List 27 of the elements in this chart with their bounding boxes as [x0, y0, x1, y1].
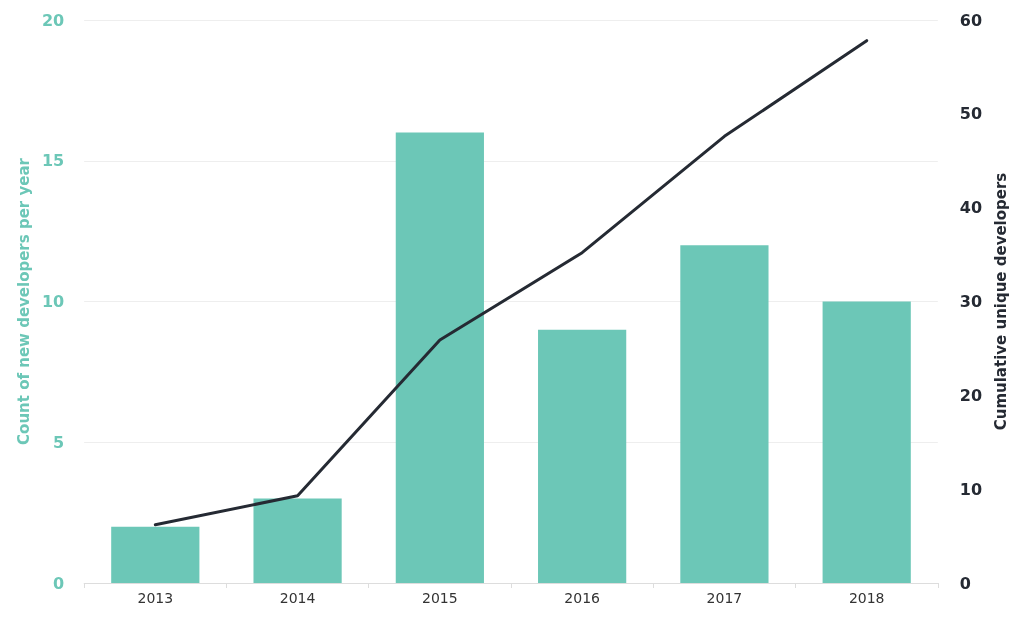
y2-tick-label: 50 — [959, 104, 983, 124]
bar — [680, 245, 769, 583]
x-tick-label: 2017 — [706, 590, 743, 606]
x-tick-label: 2015 — [422, 590, 458, 606]
bar — [538, 329, 627, 583]
bar — [395, 132, 484, 583]
y2-axis-title: Cumulative unique developers — [991, 172, 1010, 431]
y2-tick-label: 0 — [959, 573, 971, 593]
y2-tick-label: 30 — [959, 292, 983, 311]
bar — [253, 498, 342, 583]
y2-tick-label: 60 — [959, 10, 983, 30]
x-tick-label: 2016 — [564, 590, 601, 606]
line-series — [153, 39, 869, 527]
y-tick-label: 15 — [41, 151, 65, 171]
y2-tick-label: 20 — [959, 385, 983, 405]
y2-tick-label: 10 — [959, 479, 983, 499]
x-tick-label: 2014 — [279, 590, 316, 606]
x-tick-label: 2013 — [137, 590, 174, 606]
x-tick-label: 2018 — [848, 590, 885, 606]
y-tick-label: 5 — [53, 432, 65, 452]
bar — [111, 526, 200, 583]
y-tick-label: 0 — [53, 573, 65, 593]
y-tick-label: 10 — [41, 292, 65, 311]
y2-tick-label: 40 — [959, 198, 983, 218]
y-tick-label: 20 — [41, 10, 65, 30]
bar — [822, 301, 911, 583]
y-axis-title: Count of new developers per year — [14, 157, 33, 445]
